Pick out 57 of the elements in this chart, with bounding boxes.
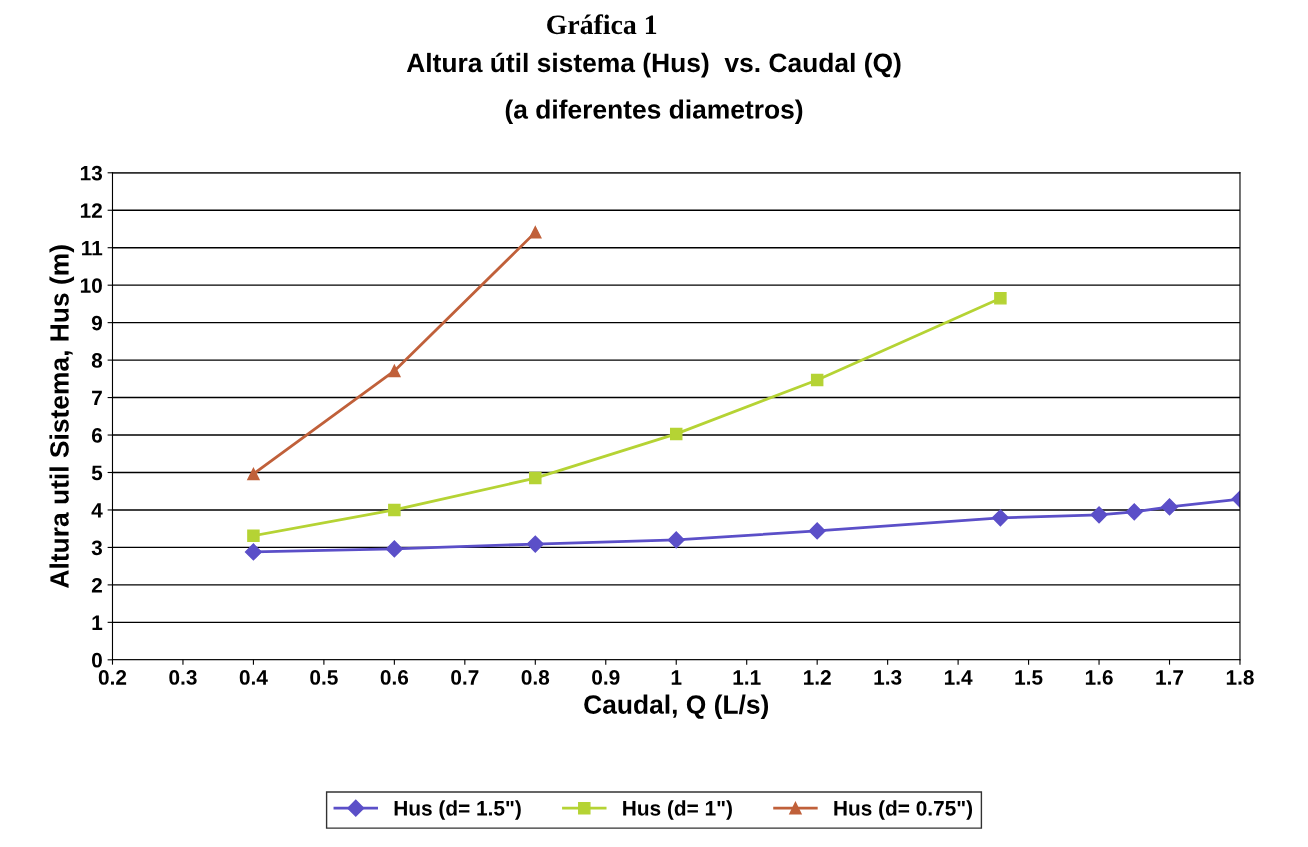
point	[526, 535, 544, 553]
text: Gráfica 1	[547, 14, 657, 35]
point	[385, 540, 403, 558]
y-tick-label: 5	[91, 465, 103, 481]
point	[1160, 498, 1179, 516]
y-tick-label: 13	[80, 165, 103, 181]
point	[247, 467, 260, 481]
y-tick-label: 11	[82, 240, 103, 256]
x-tick-label: 1.7	[1156, 670, 1184, 685]
x-tick-label: 1	[671, 670, 682, 685]
x-tick-label: 1.4	[944, 670, 973, 685]
y-tick-label: 6	[91, 428, 103, 443]
y-tick-label: 9	[91, 315, 102, 331]
y-tick-label: 2	[91, 577, 102, 593]
point	[669, 427, 683, 441]
x-tick-label: 0.4	[239, 670, 268, 685]
x-tick-label: 1.5	[1015, 670, 1043, 685]
point	[667, 531, 685, 549]
x-tick-label: 1.1	[733, 670, 761, 685]
x-tick-label: 1.3	[874, 670, 902, 685]
y-tick-label: 0	[92, 652, 102, 668]
point	[388, 364, 401, 378]
y-tick-label: 3	[91, 540, 103, 556]
point	[808, 522, 826, 540]
x-tick-label: 0.5	[310, 670, 338, 685]
point	[529, 226, 542, 239]
point	[1090, 506, 1108, 524]
chart-title: Altura útil sistema (Hus) vs. Caudal (Q)	[406, 52, 901, 78]
x-tick-label: 0.8	[521, 670, 550, 685]
point	[247, 529, 260, 543]
x-tick-label: 0.9	[592, 670, 620, 685]
y-tick-label: 12	[80, 203, 102, 218]
x-axis-title: Caudal, Q (L/s)	[584, 694, 769, 720]
y-axis-title: Altura util Sistema, Hus (m)	[49, 245, 75, 588]
legend-label: Hus (d= 0.75")	[834, 800, 973, 820]
point	[529, 471, 542, 485]
legend-label: Hus (d= 1.5")	[394, 800, 521, 820]
y-tick-label: 8	[91, 353, 103, 368]
x-tick-label: 1.6	[1085, 670, 1113, 685]
y-tick-label: 1	[92, 615, 103, 630]
x-tick-label: 0.2	[98, 670, 127, 685]
point	[388, 503, 401, 517]
point	[810, 373, 824, 387]
y-tick-label: 4	[91, 503, 103, 518]
x-tick-label: 0.6	[380, 670, 409, 685]
point	[244, 543, 262, 561]
y-tick-label: 10	[80, 278, 102, 293]
x-tick-label: 1.2	[804, 670, 831, 685]
legend-label: Hus (d= 1")	[623, 800, 732, 820]
point	[991, 509, 1009, 527]
chart-subtitle: (a diferentes diametros)	[505, 99, 803, 125]
y-tick-label: 7	[92, 390, 102, 406]
x-tick-label: 1.8	[1226, 670, 1254, 685]
point	[1125, 503, 1143, 521]
x-tick-label: 0.7	[451, 670, 479, 685]
x-tick-label: 0.3	[169, 670, 197, 685]
point	[994, 292, 1007, 305]
